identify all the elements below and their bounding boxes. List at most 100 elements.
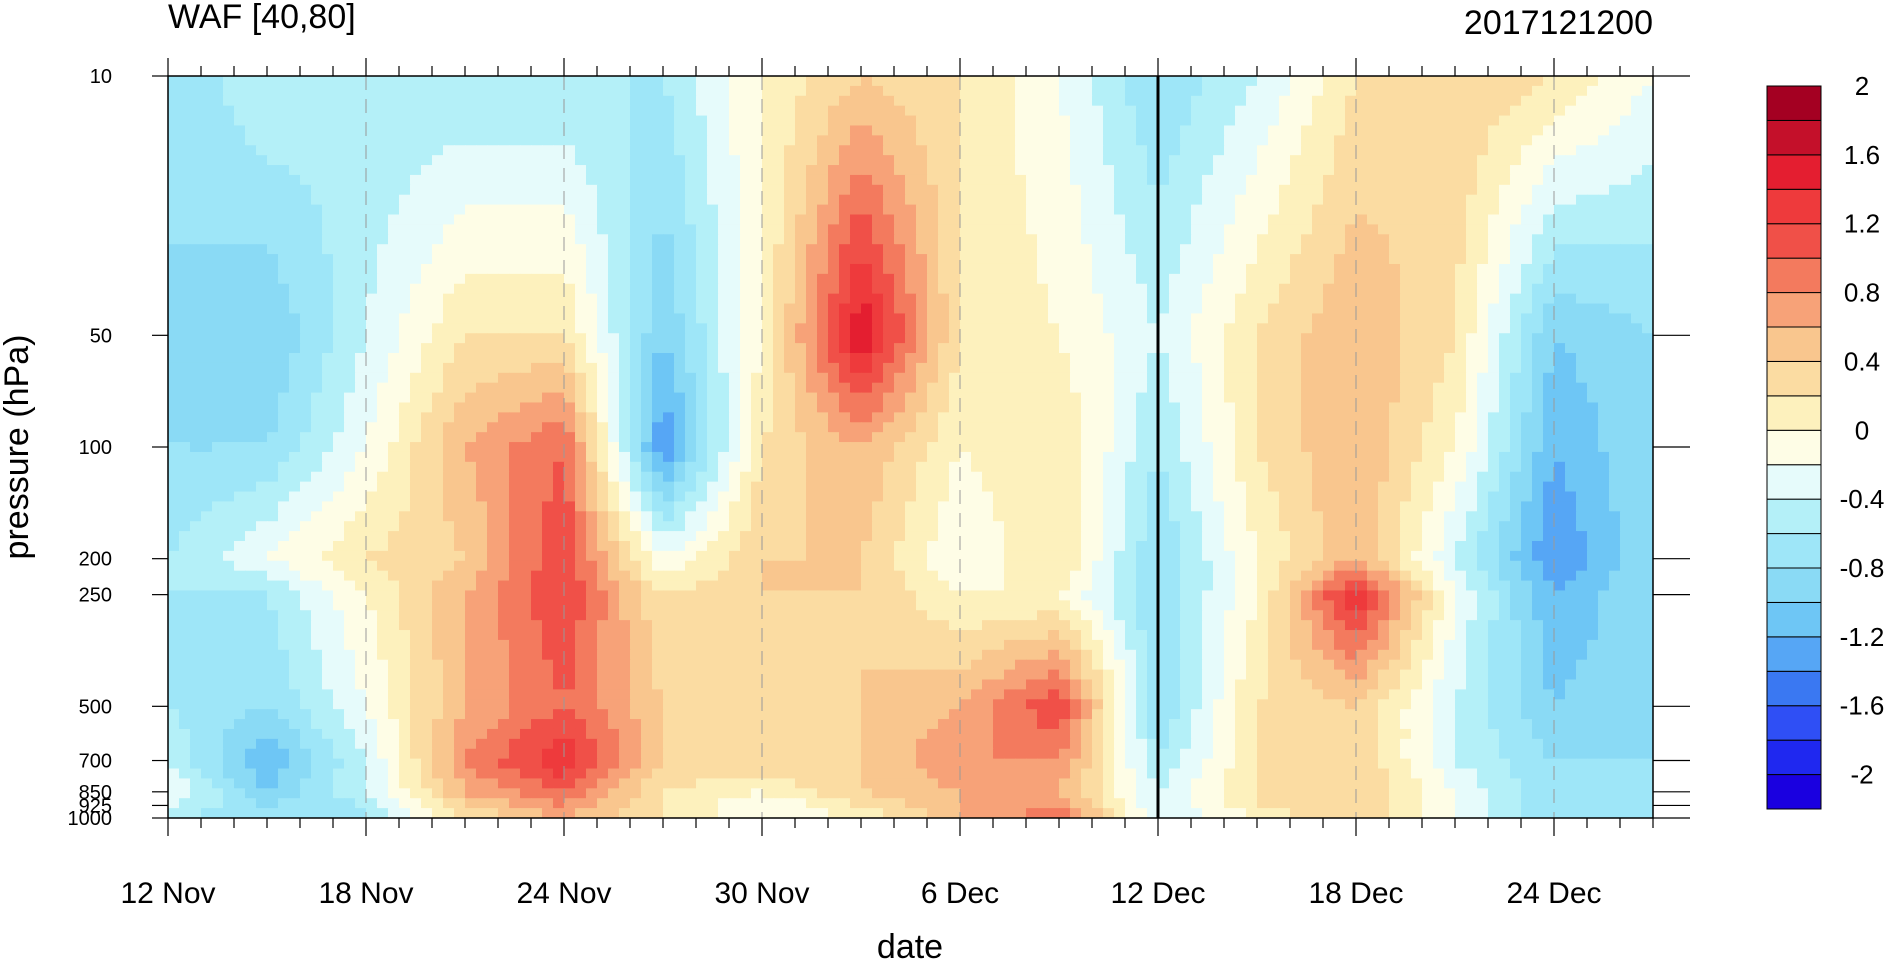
- heatmap-cell: [1059, 85, 1071, 97]
- heatmap-cell: [311, 115, 323, 127]
- heatmap-cell: [520, 333, 532, 344]
- heatmap-cell: [1444, 204, 1456, 216]
- heatmap-cell: [322, 382, 334, 394]
- heatmap-cell: [817, 422, 829, 433]
- heatmap-cell: [311, 402, 323, 413]
- heatmap-cell: [1158, 323, 1170, 334]
- heatmap-cell: [366, 402, 378, 413]
- heatmap-cell: [1521, 184, 1533, 196]
- heatmap-cell: [487, 234, 499, 245]
- heatmap-cell: [1334, 165, 1346, 176]
- heatmap-cell: [245, 85, 257, 97]
- heatmap-cell: [388, 145, 400, 156]
- heatmap-cell: [1389, 343, 1401, 354]
- heatmap-cell: [619, 333, 631, 344]
- heatmap-cell: [751, 115, 763, 127]
- heatmap-cell: [1543, 422, 1555, 433]
- heatmap-cell: [828, 115, 840, 127]
- heatmap-cell: [190, 155, 202, 166]
- heatmap-cell: [1334, 263, 1346, 275]
- heatmap-cell: [718, 333, 730, 344]
- heatmap-cell: [1081, 323, 1093, 334]
- heatmap-cell: [1147, 184, 1159, 196]
- heatmap-cell: [1631, 273, 1643, 285]
- heatmap-cell: [1378, 194, 1390, 206]
- heatmap-cell: [1367, 392, 1379, 404]
- heatmap-cell: [1257, 174, 1269, 186]
- heatmap-cell: [883, 145, 895, 156]
- heatmap-cell: [784, 293, 796, 305]
- heatmap-cell: [1620, 244, 1632, 255]
- heatmap-cell: [1213, 184, 1225, 196]
- heatmap-cell: [740, 283, 752, 295]
- heatmap-cell: [1081, 234, 1093, 245]
- heatmap-cell: [894, 165, 906, 176]
- heatmap-cell: [168, 254, 180, 265]
- heatmap-cell: [1411, 105, 1423, 117]
- heatmap-cell: [1235, 273, 1247, 285]
- heatmap-cell: [828, 412, 840, 423]
- heatmap-cell: [927, 273, 939, 285]
- heatmap-cell: [377, 76, 389, 87]
- heatmap-cell: [641, 402, 653, 413]
- heatmap-cell: [674, 194, 686, 206]
- heatmap-cell: [630, 254, 642, 265]
- heatmap-cell: [927, 135, 939, 146]
- heatmap-cell: [949, 76, 961, 87]
- heatmap-cell: [289, 313, 301, 324]
- heatmap-cell: [1367, 194, 1379, 206]
- heatmap-cell: [1158, 115, 1170, 127]
- heatmap-cell: [971, 422, 983, 433]
- heatmap-cell: [773, 234, 785, 245]
- heatmap-cell: [564, 214, 576, 225]
- heatmap-cell: [1466, 313, 1478, 324]
- heatmap-cell: [344, 293, 356, 305]
- heatmap-cell: [1466, 372, 1478, 384]
- heatmap-cell: [762, 263, 774, 275]
- heatmap-cell: [850, 382, 862, 394]
- heatmap-cell: [1334, 155, 1346, 166]
- heatmap-cell: [850, 293, 862, 305]
- heatmap-cell: [498, 234, 510, 245]
- heatmap-cell: [597, 303, 609, 315]
- heatmap-cell: [1631, 402, 1643, 413]
- heatmap-cell: [388, 174, 400, 186]
- heatmap-cell: [894, 293, 906, 305]
- heatmap-cell: [850, 343, 862, 354]
- heatmap-cell: [1048, 303, 1060, 315]
- heatmap-cell: [1092, 76, 1104, 87]
- heatmap-cell: [1004, 174, 1016, 186]
- heatmap-cell: [839, 372, 851, 384]
- heatmap-cell: [1576, 382, 1588, 394]
- heatmap-cell: [1609, 263, 1621, 275]
- heatmap-cell: [1213, 194, 1225, 206]
- heatmap-cell: [1037, 165, 1049, 176]
- heatmap-cell: [597, 145, 609, 156]
- heatmap-cell: [1433, 155, 1445, 166]
- heatmap-cell: [1323, 412, 1335, 423]
- heatmap-cell: [344, 155, 356, 166]
- heatmap-cell: [344, 273, 356, 285]
- heatmap-cell: [1048, 214, 1060, 225]
- heatmap-cell: [212, 125, 224, 136]
- heatmap-cell: [1378, 224, 1390, 235]
- heatmap-cell: [817, 343, 829, 354]
- heatmap-cell: [927, 105, 939, 117]
- heatmap-cell: [641, 115, 653, 127]
- heatmap-cell: [1169, 323, 1181, 334]
- heatmap-cell: [1125, 85, 1137, 97]
- heatmap-cell: [388, 95, 400, 107]
- heatmap-cell: [762, 343, 774, 354]
- heatmap-cell: [454, 76, 466, 87]
- heatmap-cell: [707, 273, 719, 285]
- heatmap-cell: [1466, 174, 1478, 186]
- heatmap-cell: [1378, 204, 1390, 216]
- heatmap-cell: [278, 194, 290, 206]
- heatmap-cell: [663, 224, 675, 235]
- heatmap-cell: [751, 402, 763, 413]
- heatmap-cell: [619, 343, 631, 354]
- heatmap-cell: [1631, 194, 1643, 206]
- heatmap-cell: [1312, 155, 1324, 166]
- heatmap-cell: [333, 432, 345, 443]
